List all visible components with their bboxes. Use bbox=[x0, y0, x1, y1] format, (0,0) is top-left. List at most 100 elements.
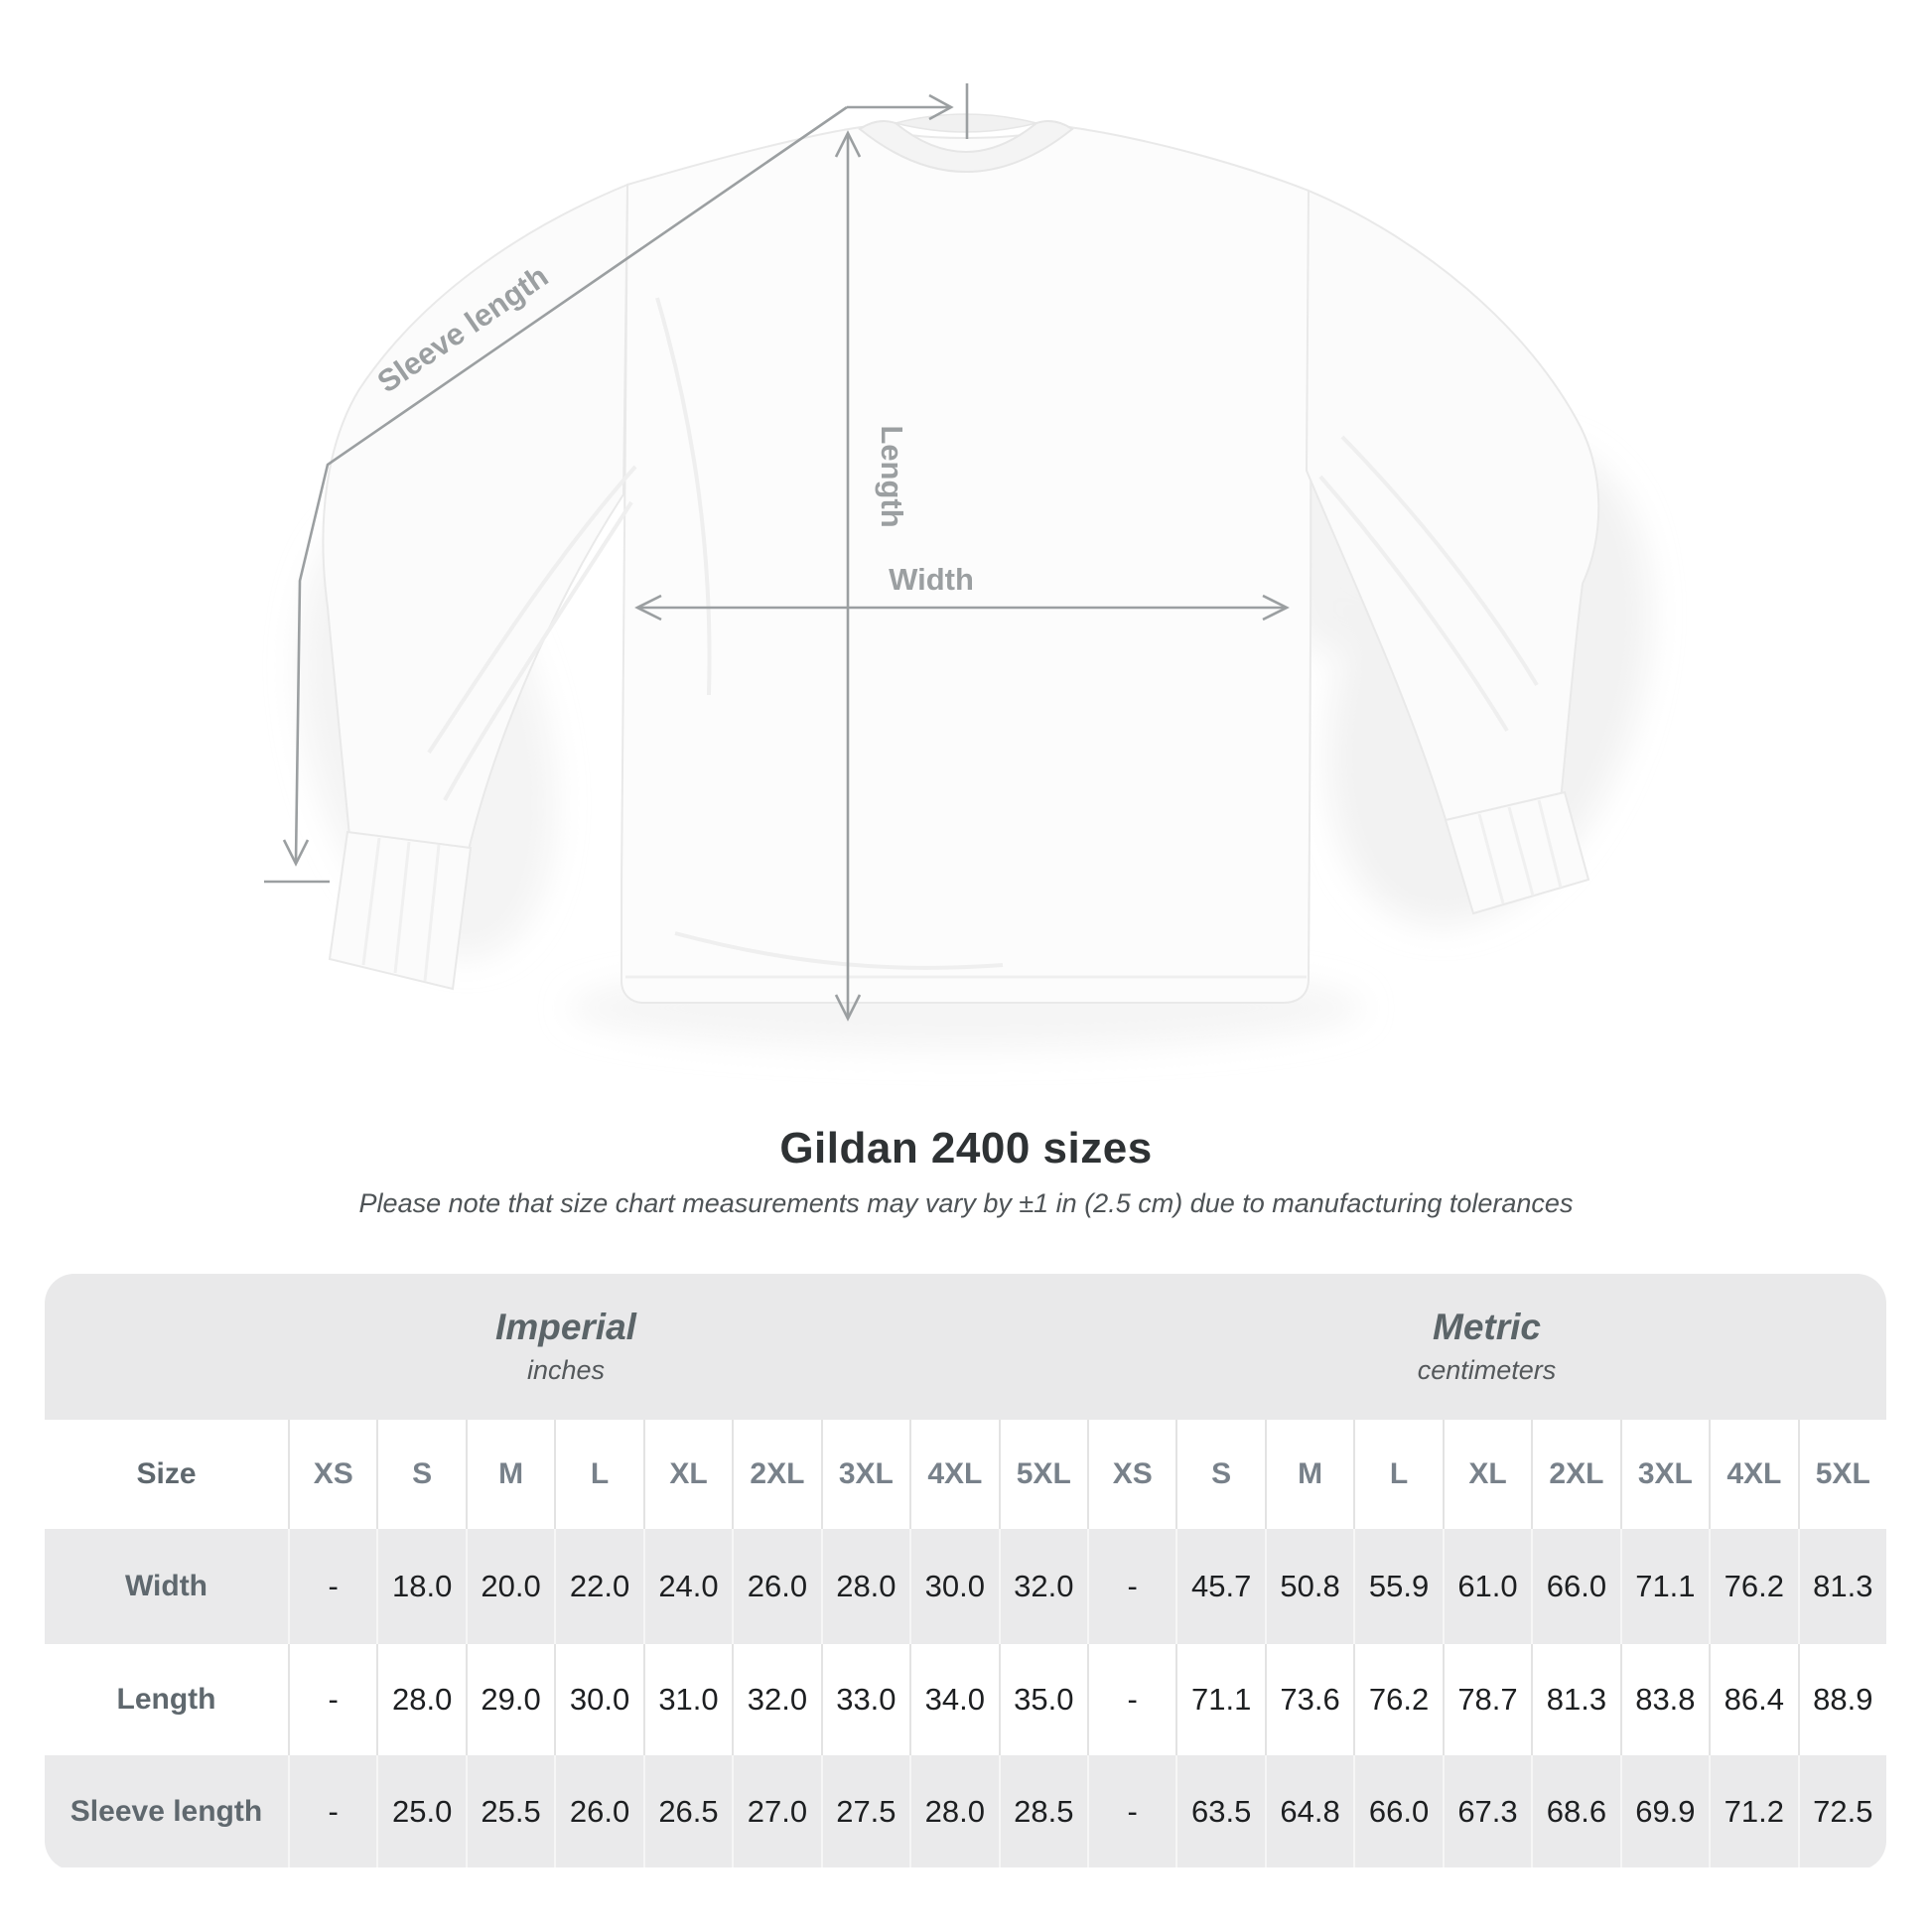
table-cell: 29.0 bbox=[465, 1644, 554, 1755]
measurement-lines bbox=[264, 83, 1290, 1022]
table-cell: 26.0 bbox=[732, 1529, 820, 1644]
table-cell: 72.5 bbox=[1797, 1755, 1886, 1867]
table-cell: 68.6 bbox=[1531, 1755, 1619, 1867]
size-column-header: Size bbox=[136, 1457, 197, 1490]
shirt-left-sleeve bbox=[322, 183, 629, 852]
table-cell: 35.0 bbox=[998, 1644, 1087, 1755]
table-cell: 20.0 bbox=[465, 1529, 554, 1644]
table-cell: 71.1 bbox=[1175, 1644, 1264, 1755]
length-label: Length bbox=[875, 425, 909, 527]
size-header-imperial: M bbox=[465, 1420, 554, 1529]
table-cell: 67.3 bbox=[1442, 1755, 1531, 1867]
shirt-measurement-diagram: Sleeve length Length Width bbox=[264, 83, 1651, 1049]
sleeve-length-measure-line bbox=[264, 83, 969, 884]
size-table: Imperial inches Metric centimeters Size X… bbox=[45, 1274, 1886, 1870]
size-header-metric: M bbox=[1264, 1420, 1353, 1529]
title-block: Gildan 2400 sizes Please note that size … bbox=[0, 1120, 1932, 1221]
imperial-unit-label: inches bbox=[526, 1354, 606, 1385]
size-header-metric: XS bbox=[1086, 1420, 1175, 1529]
table-cell: 30.0 bbox=[554, 1644, 642, 1755]
table-cell: 32.0 bbox=[732, 1644, 820, 1755]
metric-label: Metric bbox=[1433, 1306, 1541, 1347]
size-header-imperial: S bbox=[376, 1420, 465, 1529]
table-cell: 26.5 bbox=[642, 1755, 732, 1867]
page-title: Gildan 2400 sizes bbox=[779, 1124, 1153, 1173]
shirt-left-cuff bbox=[328, 830, 473, 991]
table-cell: 28.0 bbox=[820, 1529, 909, 1644]
table-cell: 25.0 bbox=[376, 1755, 465, 1867]
table-cell: 69.9 bbox=[1619, 1755, 1709, 1867]
table-cell: 66.0 bbox=[1531, 1529, 1619, 1644]
size-header-imperial: 5XL bbox=[998, 1420, 1087, 1529]
table-cell: 55.9 bbox=[1353, 1529, 1442, 1644]
table-cell: 78.7 bbox=[1442, 1644, 1531, 1755]
shirt-illustration bbox=[322, 113, 1600, 1004]
width-label: Width bbox=[889, 562, 974, 597]
table-cell: 26.0 bbox=[554, 1755, 642, 1867]
size-header-imperial: XL bbox=[642, 1420, 732, 1529]
table-cell: 81.3 bbox=[1531, 1644, 1619, 1755]
size-header-imperial: XS bbox=[288, 1420, 376, 1529]
table-cell: 64.8 bbox=[1264, 1755, 1353, 1867]
row-label: Sleeve length bbox=[69, 1794, 263, 1828]
row-label: Length bbox=[116, 1683, 216, 1716]
size-header-metric: 3XL bbox=[1619, 1420, 1709, 1529]
table-cell: - bbox=[288, 1529, 376, 1644]
table-cell: 18.0 bbox=[376, 1529, 465, 1644]
table-cell: 28.0 bbox=[376, 1644, 465, 1755]
table-cell: - bbox=[1086, 1755, 1175, 1867]
table-cell: - bbox=[288, 1644, 376, 1755]
table-cell: - bbox=[1086, 1529, 1175, 1644]
table-cell: 66.0 bbox=[1353, 1755, 1442, 1867]
size-header-metric: 5XL bbox=[1797, 1420, 1886, 1529]
table-cell: 31.0 bbox=[642, 1644, 732, 1755]
table-cell: 71.2 bbox=[1709, 1755, 1797, 1867]
table-cell: 50.8 bbox=[1264, 1529, 1353, 1644]
size-header-metric: XL bbox=[1442, 1420, 1531, 1529]
table-cell: 45.7 bbox=[1175, 1529, 1264, 1644]
table-cell: 73.6 bbox=[1264, 1644, 1353, 1755]
table-cell: 61.0 bbox=[1442, 1529, 1531, 1644]
table-cell: 33.0 bbox=[820, 1644, 909, 1755]
table-cell: 24.0 bbox=[642, 1529, 732, 1644]
table-cell: 22.0 bbox=[554, 1529, 642, 1644]
sleeve-length-row: Sleeve length -25.0 25.5 26.0 26.5 27.0 27.5 28… bbox=[45, 1755, 1886, 1867]
table-cell: - bbox=[1086, 1644, 1175, 1755]
length-row: Length -28.0 29.0 30.0 31.0 32.0 33.0 34.0 35.0-… bbox=[45, 1644, 1886, 1755]
size-header-metric: S bbox=[1175, 1420, 1264, 1529]
table-cell: 86.4 bbox=[1709, 1644, 1797, 1755]
shirt-wrinkles bbox=[427, 297, 1539, 970]
metric-unit-label: centimeters bbox=[1417, 1354, 1557, 1385]
size-header-imperial: 2XL bbox=[732, 1420, 820, 1529]
table-cell: 83.8 bbox=[1619, 1644, 1709, 1755]
width-row: Width -18.0 20.0 22.0 24.0 26.0 28.0 30.0 32.0-4… bbox=[45, 1529, 1886, 1644]
table-cell: 32.0 bbox=[998, 1529, 1087, 1644]
table-cell: 25.5 bbox=[465, 1755, 554, 1867]
imperial-header: Imperial inches bbox=[45, 1274, 1087, 1420]
row-label: Width bbox=[124, 1570, 208, 1602]
table-cell: 71.1 bbox=[1619, 1529, 1709, 1644]
size-header-row: Size XS S M L XL 2XL 3XL 4XL 5XL XS S M L XL 2XL 3XL 4XL 5… bbox=[45, 1420, 1886, 1529]
size-header-metric: L bbox=[1353, 1420, 1442, 1529]
shirt-right-cuff bbox=[1444, 790, 1590, 915]
table-cell: 28.0 bbox=[909, 1755, 998, 1867]
table-cell: 30.0 bbox=[909, 1529, 998, 1644]
table-cell: - bbox=[288, 1755, 376, 1867]
size-header-imperial: 4XL bbox=[909, 1420, 998, 1529]
size-header-imperial: L bbox=[554, 1420, 642, 1529]
imperial-label: Imperial bbox=[495, 1306, 636, 1347]
metric-header: Metric centimeters bbox=[1087, 1274, 1886, 1420]
shirt-diagram-svg: Sleeve length Length Width bbox=[264, 83, 1651, 1049]
length-measure-line bbox=[834, 130, 862, 1022]
table-cell: 76.2 bbox=[1353, 1644, 1442, 1755]
table-cell: 28.5 bbox=[998, 1755, 1087, 1867]
table-cell: 81.3 bbox=[1797, 1529, 1886, 1644]
table-cell: 27.5 bbox=[820, 1755, 909, 1867]
table-cell: 34.0 bbox=[909, 1644, 998, 1755]
table-cell: 27.0 bbox=[732, 1755, 820, 1867]
width-measure-line bbox=[634, 594, 1290, 621]
table-cell: 63.5 bbox=[1175, 1755, 1264, 1867]
size-header-metric: 2XL bbox=[1531, 1420, 1619, 1529]
unit-header-band: Imperial inches Metric centimeters bbox=[45, 1274, 1886, 1420]
